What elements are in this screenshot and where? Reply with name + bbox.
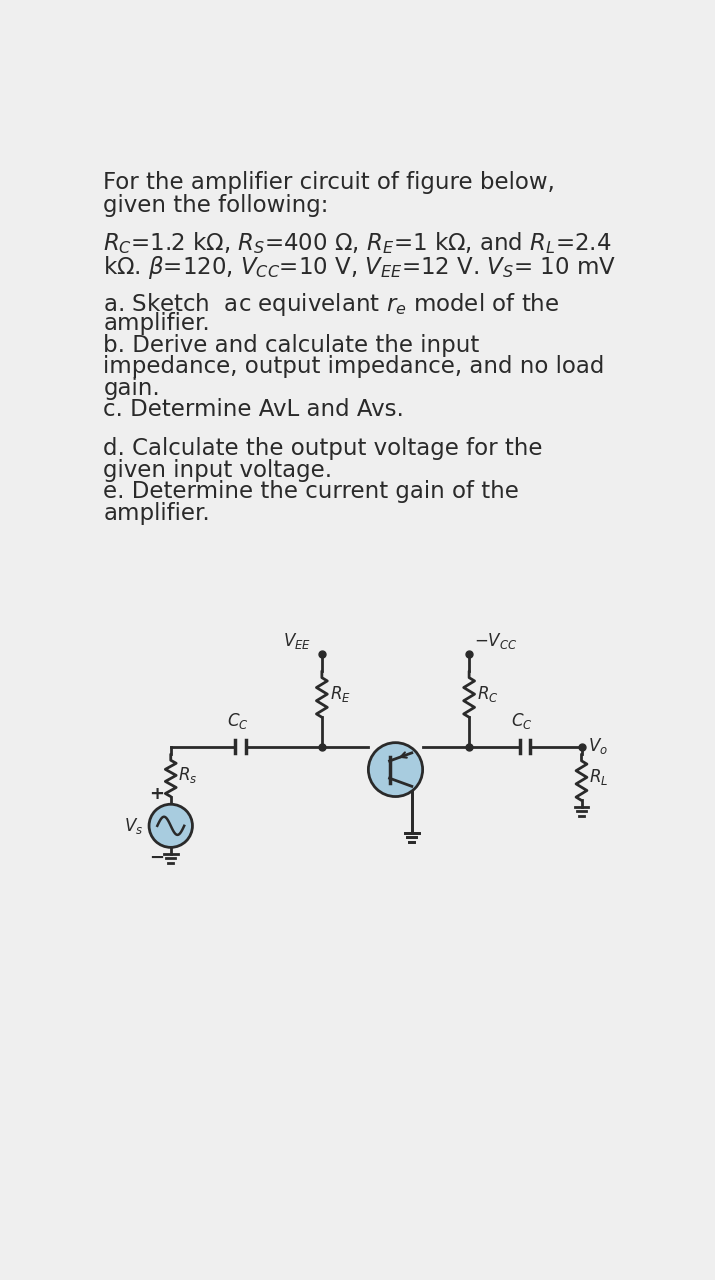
Text: $R_C$: $R_C$ bbox=[477, 684, 498, 704]
Text: $V_s$: $V_s$ bbox=[124, 815, 144, 836]
Text: $R_s$: $R_s$ bbox=[179, 765, 198, 785]
Text: c. Determine AvL and Avs.: c. Determine AvL and Avs. bbox=[104, 398, 404, 421]
Text: $V_o$: $V_o$ bbox=[588, 736, 608, 756]
Text: $C_C$: $C_C$ bbox=[227, 712, 248, 731]
Text: b. Derive and calculate the input: b. Derive and calculate the input bbox=[104, 334, 480, 357]
Text: +: + bbox=[149, 785, 164, 803]
Text: given the following:: given the following: bbox=[104, 193, 329, 216]
Text: amplifier.: amplifier. bbox=[104, 312, 210, 335]
Text: $C_C$: $C_C$ bbox=[511, 712, 533, 731]
Text: $V_{EE}$: $V_{EE}$ bbox=[283, 631, 311, 652]
Text: $R_E$: $R_E$ bbox=[330, 684, 350, 704]
Text: e. Determine the current gain of the: e. Determine the current gain of the bbox=[104, 480, 519, 503]
Circle shape bbox=[368, 742, 423, 796]
Text: −: − bbox=[149, 849, 164, 867]
Text: a. Sketch  ac equivelant $r_e$ model of the: a. Sketch ac equivelant $r_e$ model of t… bbox=[104, 291, 560, 317]
Circle shape bbox=[149, 804, 192, 847]
Text: $R_C$=1.2 k$\Omega$, $R_S$=400 $\Omega$, $R_E$=1 k$\Omega$, and $R_L$=2.4: $R_C$=1.2 k$\Omega$, $R_S$=400 $\Omega$,… bbox=[104, 230, 611, 256]
Text: given input voltage.: given input voltage. bbox=[104, 458, 332, 481]
Text: amplifier.: amplifier. bbox=[104, 502, 210, 525]
Text: For the amplifier circuit of figure below,: For the amplifier circuit of figure belo… bbox=[104, 170, 556, 193]
Text: d. Calculate the output voltage for the: d. Calculate the output voltage for the bbox=[104, 436, 543, 460]
Text: k$\Omega$. $\beta$=120, $V_{CC}$=10 V, $V_{EE}$=12 V. $V_S$= 10 mV: k$\Omega$. $\beta$=120, $V_{CC}$=10 V, $… bbox=[104, 253, 616, 280]
Text: $R_L$: $R_L$ bbox=[589, 767, 608, 787]
Text: $-V_{CC}$: $-V_{CC}$ bbox=[474, 631, 517, 652]
Text: impedance, output impedance, and no load: impedance, output impedance, and no load bbox=[104, 356, 605, 379]
Text: gain.: gain. bbox=[104, 376, 160, 399]
